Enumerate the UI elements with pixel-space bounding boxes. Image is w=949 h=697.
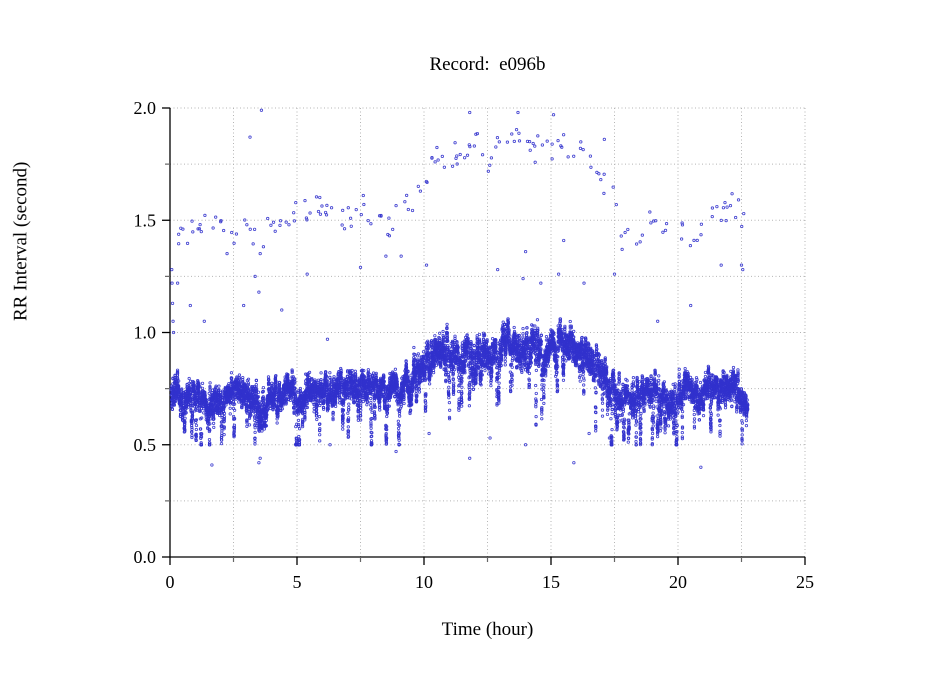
x-axis-label: Time (hour) bbox=[441, 619, 534, 640]
